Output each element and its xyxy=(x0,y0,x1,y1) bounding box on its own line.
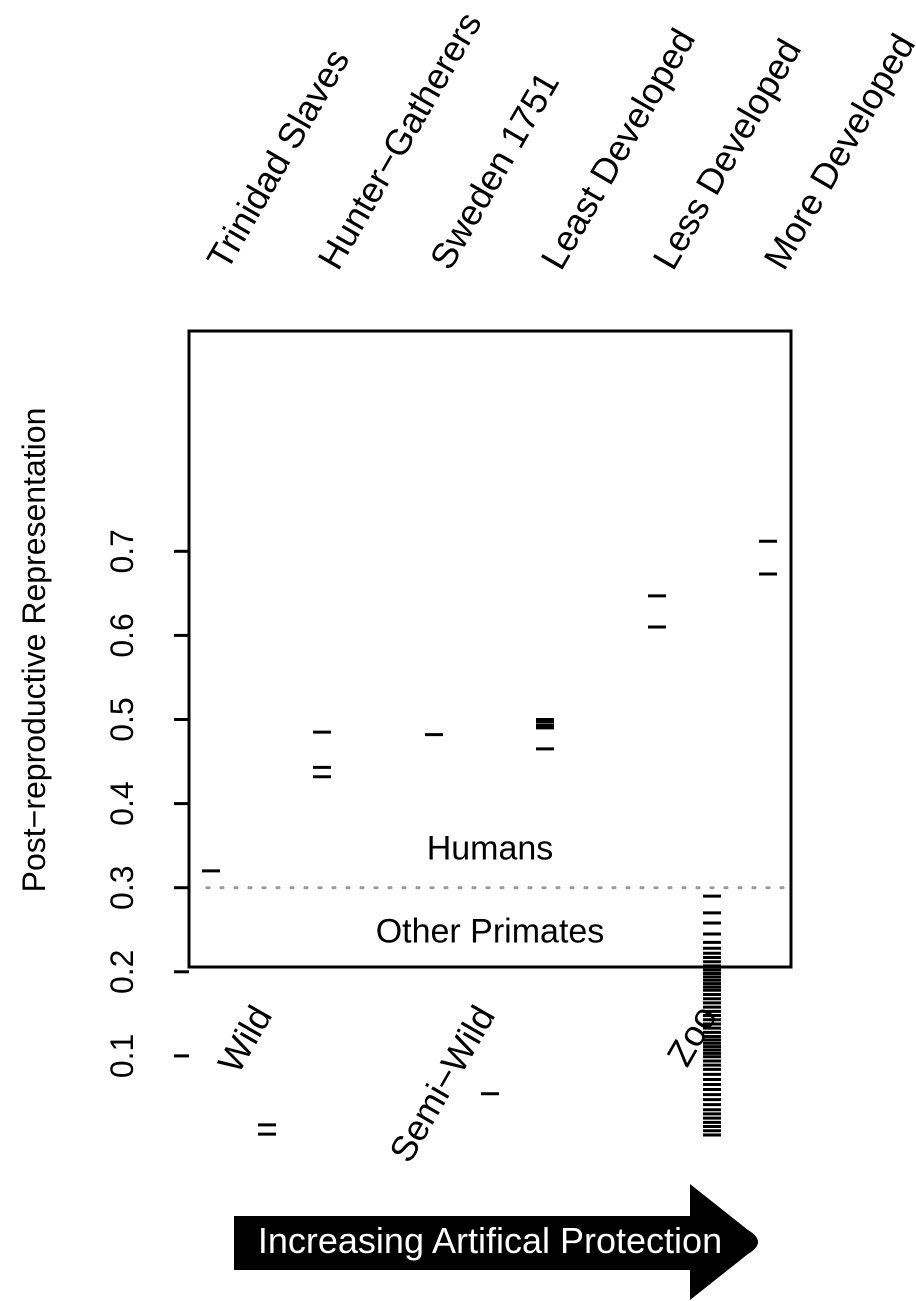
arrow-shape xyxy=(234,1184,758,1300)
bottom-category-labels: Wild Semi−Wild Zoo xyxy=(209,999,725,1169)
y-tick-label: 0.5 xyxy=(104,697,140,741)
bottom-category-label: Semi−Wild xyxy=(381,999,503,1169)
bottom-category-label: Wild xyxy=(209,999,280,1080)
plot-frame xyxy=(187,329,793,969)
plot-area: Humans Other Primates xyxy=(187,329,793,1137)
region-label-other-primates: Other Primates xyxy=(376,913,605,951)
y-tick-label: 0.1 xyxy=(104,1034,140,1078)
data-marks xyxy=(202,539,777,1137)
protection-arrow: Increasing Artifical Protection xyxy=(234,1184,758,1300)
arrow-label: Increasing Artifical Protection xyxy=(258,1220,722,1261)
region-label-humans: Humans xyxy=(427,830,554,868)
y-tick-label: 0.2 xyxy=(104,950,140,994)
y-tick-label: 0.6 xyxy=(104,613,140,657)
y-axis: 0.1 0.2 0.3 0.4 0.5 0.6 0.7 xyxy=(104,529,189,1078)
y-axis-title: Post−reproductive Representation xyxy=(16,408,52,893)
y-tick-label: 0.7 xyxy=(104,529,140,573)
y-tick-label: 0.3 xyxy=(104,865,140,909)
y-tick-label: 0.4 xyxy=(104,781,140,825)
